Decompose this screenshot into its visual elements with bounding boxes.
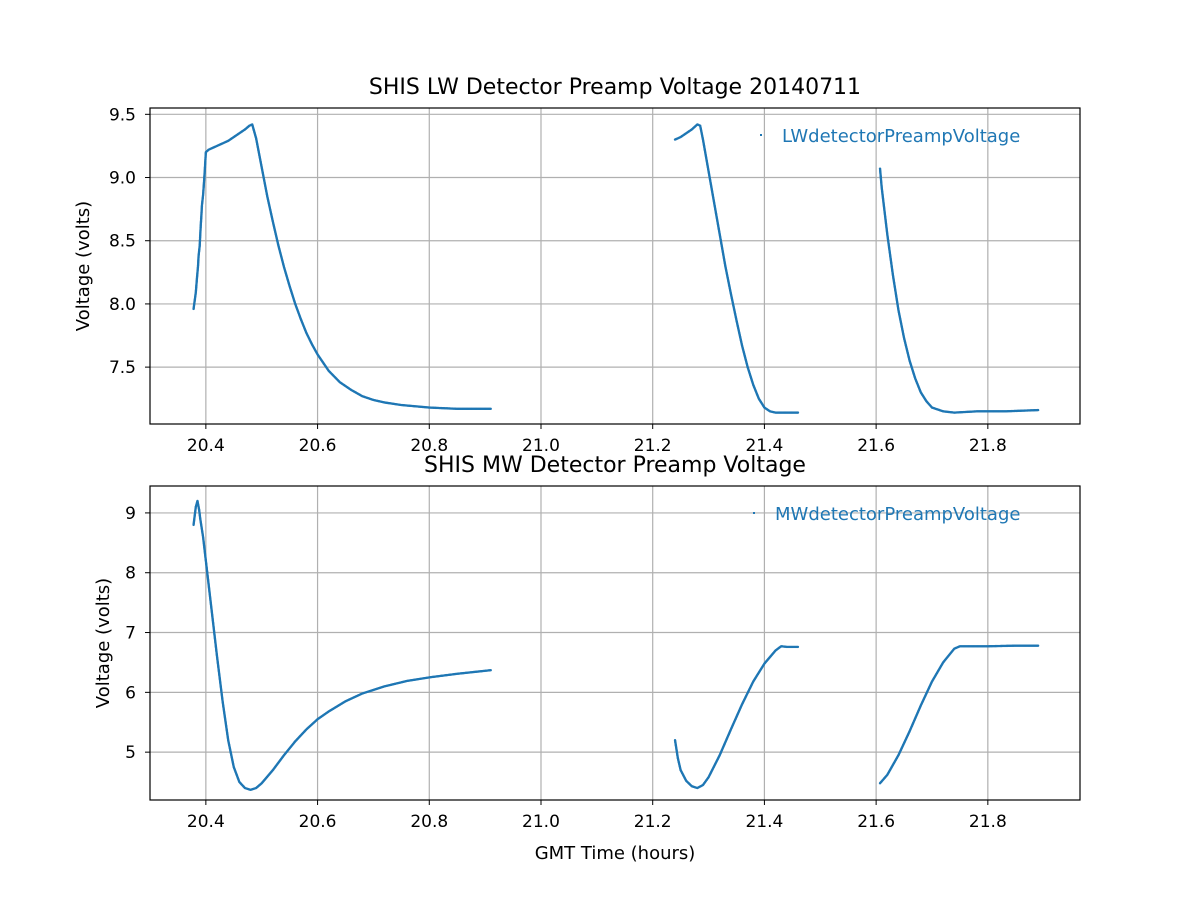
mw-y-tick-label: 6 — [125, 683, 136, 703]
mw-voltage-subplot: SHIS MW Detector Preamp Voltage 20.4 20.6… — [93, 453, 1081, 864]
mw-y-tick-label: 8 — [125, 564, 136, 584]
lw-x-tick-label: 21.0 — [522, 436, 560, 456]
lw-series-points — [192, 123, 1040, 414]
mw-plot-frame — [149, 485, 1081, 801]
mw-x-tick-label: 20.8 — [410, 812, 448, 832]
mw-data-point — [796, 645, 800, 649]
lw-y-tick-label: 9.5 — [109, 105, 136, 125]
lw-y-tick-label: 7.5 — [109, 358, 136, 378]
mw-chart-title: SHIS MW Detector Preamp Voltage — [424, 453, 806, 478]
lw-legend: LWdetectorPreampVoltage — [760, 126, 1020, 147]
mw-x-axis: 20.4 20.6 20.8 21.0 21.2 21.4 21.6 21.8 — [187, 800, 1007, 832]
lw-voltage-subplot: SHIS LW Detector Preamp Voltage 20140711… — [73, 75, 1081, 456]
lw-legend-label: LWdetectorPreampVoltage — [782, 126, 1020, 147]
mw-x-tick-label: 21.2 — [634, 812, 672, 832]
mw-legend-marker — [753, 512, 755, 514]
mw-data-point — [1036, 644, 1040, 647]
mw-legend: MWdetectorPreampVoltage — [753, 504, 1020, 525]
mw-x-tick-label: 21.8 — [969, 812, 1007, 832]
lw-x-tick-label: 21.6 — [857, 436, 895, 456]
mw-x-tick-label: 21.0 — [522, 812, 560, 832]
lw-plot-frame — [149, 107, 1081, 425]
lw-legend-marker — [760, 134, 762, 136]
lw-x-tick-label: 21.2 — [634, 436, 672, 456]
lw-data-point — [796, 411, 800, 414]
mw-y-axis: 5 6 7 8 9 — [125, 504, 150, 763]
lw-x-tick-label: 20.6 — [299, 436, 337, 456]
lw-y-tick-label: 8.5 — [109, 232, 136, 252]
mw-legend-label: MWdetectorPreampVoltage — [775, 504, 1020, 525]
lw-grid — [150, 108, 1080, 424]
lw-y-tick-label: 9.0 — [109, 169, 136, 189]
mw-series-points — [192, 499, 1040, 792]
mw-x-tick-label: 21.6 — [857, 812, 895, 832]
lw-y-tick-label: 8.0 — [109, 295, 136, 315]
mw-x-axis-label: GMT Time (hours) — [535, 843, 696, 864]
lw-x-tick-label: 20.8 — [410, 436, 448, 456]
lw-x-tick-label: 21.4 — [745, 436, 783, 456]
mw-data-point — [489, 669, 492, 672]
mw-x-tick-label: 20.4 — [187, 812, 225, 832]
lw-x-tick-label: 21.8 — [969, 436, 1007, 456]
lw-y-axis: 7.5 8.0 8.5 9.0 9.5 — [109, 105, 150, 378]
lw-x-axis: 20.4 20.6 20.8 21.0 21.2 21.4 21.6 21.8 — [187, 424, 1007, 456]
mw-x-tick-label: 21.4 — [745, 812, 783, 832]
lw-data-point — [489, 407, 492, 411]
lw-data-point — [1036, 408, 1040, 412]
mw-y-tick-label: 9 — [125, 504, 136, 524]
lw-y-axis-label: Voltage (volts) — [73, 201, 94, 331]
mw-y-tick-label: 7 — [125, 624, 136, 644]
mw-x-tick-label: 20.6 — [299, 812, 337, 832]
mw-y-axis-label: Voltage (volts) — [93, 578, 114, 708]
mw-grid — [150, 486, 1080, 800]
lw-chart-title: SHIS LW Detector Preamp Voltage 20140711 — [369, 75, 861, 100]
mw-y-tick-label: 5 — [125, 743, 136, 763]
lw-x-tick-label: 20.4 — [187, 436, 225, 456]
